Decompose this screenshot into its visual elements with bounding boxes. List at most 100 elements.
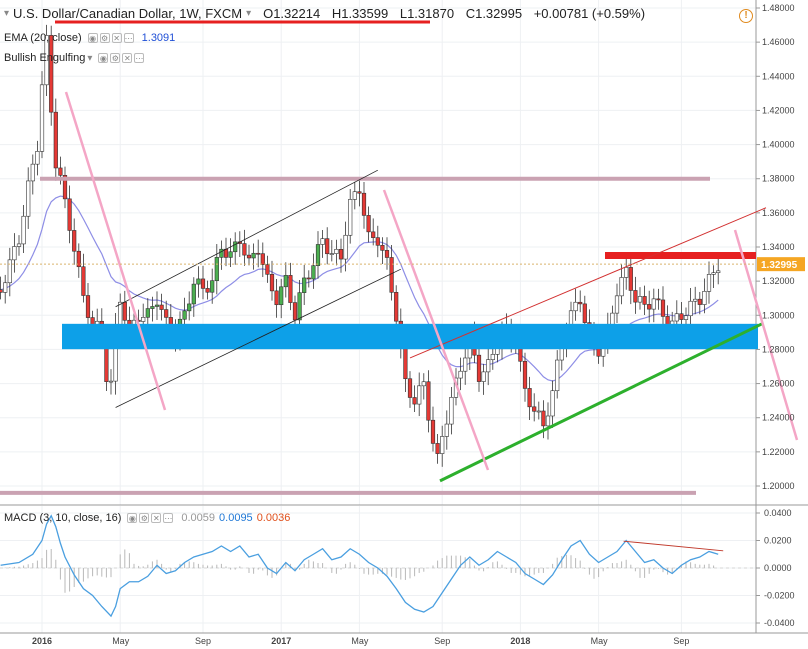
candle [573, 301, 578, 312]
close-icon[interactable]: ✕ [111, 33, 122, 43]
candle [440, 436, 445, 454]
candle [21, 215, 26, 245]
support-zone [62, 323, 758, 350]
candle [58, 167, 63, 176]
candle [320, 238, 325, 245]
close-icon[interactable]: ✕ [151, 513, 162, 523]
y-tick-label: 1.46000 [762, 37, 795, 47]
y-tick-label: 1.30000 [762, 310, 795, 320]
candle [633, 290, 638, 303]
candle [182, 310, 187, 320]
x-tick-label: 2017 [271, 636, 291, 646]
settings-icon[interactable]: ⚙ [99, 33, 110, 43]
settings-icon[interactable]: ⚙ [110, 53, 121, 63]
chevron-down-icon[interactable]: ▾ [4, 8, 10, 19]
candle [651, 298, 656, 310]
candle [242, 243, 247, 256]
candle [711, 272, 716, 275]
candle [228, 251, 233, 258]
candle [688, 300, 693, 317]
candle [610, 312, 615, 326]
x-tick-label: May [591, 636, 609, 646]
more-icon[interactable]: ⋯ [123, 33, 134, 43]
candle [265, 264, 270, 275]
candle [39, 84, 45, 152]
candle [302, 277, 307, 293]
downtrend-line [382, 189, 490, 471]
candle [426, 381, 431, 421]
support-trendline [439, 322, 763, 483]
candle [578, 301, 583, 305]
y-tick-label: 1.26000 [762, 379, 795, 389]
candle [72, 230, 77, 252]
channel-upper-line [115, 169, 378, 308]
candle [527, 388, 532, 408]
candle [306, 277, 311, 280]
candle [412, 397, 417, 405]
low-value: L1.31870 [399, 6, 455, 21]
candle [697, 298, 702, 305]
candle [297, 292, 302, 321]
candle [343, 234, 348, 260]
x-tick-label: 2018 [510, 636, 530, 646]
candle [256, 252, 261, 255]
settings-icon[interactable]: ⚙ [139, 513, 150, 523]
y-tick-label: 1.34000 [762, 242, 795, 252]
candle [642, 296, 647, 305]
alert-icon[interactable]: ! [739, 9, 753, 23]
y-tick-label: 1.36000 [762, 208, 795, 218]
x-tick-label: May [351, 636, 369, 646]
candle [210, 280, 215, 293]
macd-hist-value: 0.0059 [181, 512, 216, 524]
candle [403, 344, 408, 380]
y-tick-label: 1.44000 [762, 71, 795, 81]
eye-icon[interactable]: ◉ [87, 33, 98, 43]
candle [334, 248, 339, 254]
ema-label: EMA (20, close) [4, 32, 82, 44]
chevron-down-icon[interactable]: ▾ [246, 8, 252, 19]
candle [702, 291, 707, 305]
more-icon[interactable]: ⋯ [134, 53, 145, 63]
candle [458, 370, 463, 379]
candle [187, 303, 192, 312]
candle [246, 254, 252, 259]
candle [352, 191, 357, 200]
candle [85, 295, 91, 318]
candle [348, 199, 353, 236]
candle [260, 253, 265, 265]
candle [371, 231, 376, 238]
channel-lower-line [115, 268, 401, 408]
candle [417, 385, 422, 405]
channel-upper-line [409, 207, 767, 359]
candle [683, 315, 689, 320]
candle [444, 423, 449, 437]
candle [660, 299, 666, 317]
candle [90, 317, 95, 326]
y-tick-label: 1.32000 [762, 276, 795, 286]
x-tick-label: Sep [673, 636, 689, 646]
candle [26, 180, 31, 217]
more-icon[interactable]: ⋯ [163, 513, 174, 523]
candle [532, 406, 537, 412]
candle [191, 283, 196, 305]
close-icon[interactable]: ✕ [122, 53, 133, 63]
candle [693, 298, 698, 302]
candle [536, 410, 541, 413]
candle [12, 246, 17, 261]
candle [7, 259, 12, 284]
candle [614, 295, 620, 314]
eye-icon[interactable]: ◉ [98, 53, 109, 63]
candle [315, 244, 321, 266]
candle [274, 290, 279, 306]
candle [279, 286, 284, 306]
candle [233, 241, 238, 253]
open-value: O1.32214 [263, 6, 321, 21]
chevron-down-icon[interactable]: ▾ [87, 52, 93, 64]
y-tick-label: 1.20000 [762, 481, 795, 491]
candle [541, 410, 546, 427]
eye-icon[interactable]: ◉ [127, 513, 138, 523]
candle [338, 248, 344, 260]
candle [550, 390, 555, 417]
candle [476, 354, 482, 382]
